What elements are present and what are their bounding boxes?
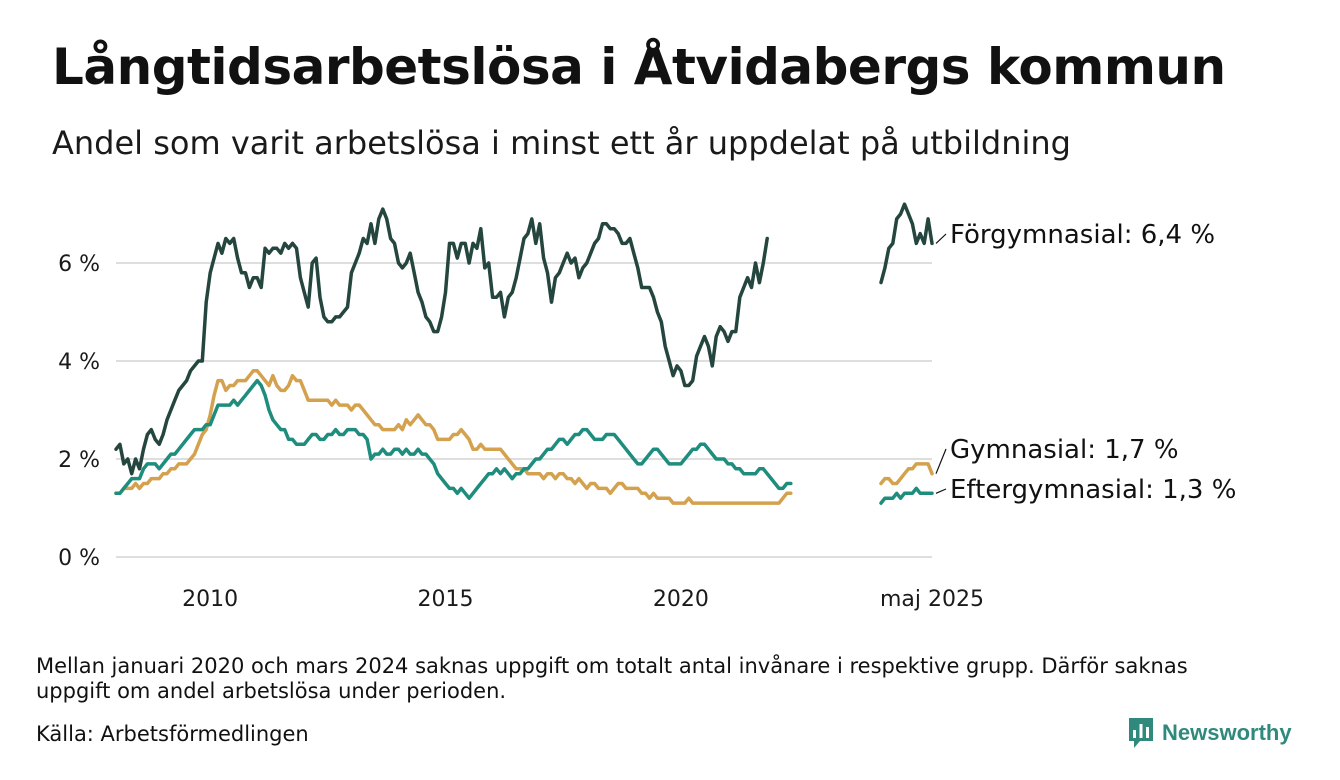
y-tick-label: 6 % bbox=[58, 252, 100, 277]
source-credit: Källa: Arbetsförmedlingen bbox=[36, 722, 309, 746]
series-lines bbox=[114, 202, 934, 505]
label-leader bbox=[935, 448, 947, 474]
line-chart: 0 % 2 % 4 % 6 % 2010 2015 2020 maj 2025 Förgym… bbox=[58, 202, 1236, 612]
series-end-label: Förgymnasial: 6,4 % bbox=[950, 220, 1215, 250]
bar-chart-speech-bubble-icon bbox=[1129, 718, 1153, 748]
x-tick-label: 2020 bbox=[653, 587, 709, 612]
line-end-labels: Förgymnasial: 6,4 % Gymnasial: 1,7 % Efter… bbox=[935, 220, 1236, 505]
series-line bbox=[114, 369, 793, 505]
brand-name: Newsworthy bbox=[1162, 720, 1292, 745]
label-leader bbox=[935, 488, 947, 494]
label-leader bbox=[935, 233, 947, 244]
x-tick-label: 2010 bbox=[182, 587, 238, 612]
series-line bbox=[879, 202, 934, 285]
series-line bbox=[879, 486, 934, 505]
series-line bbox=[879, 462, 934, 486]
newsworthy-logo: Newsworthy bbox=[1128, 716, 1292, 750]
y-tick-label: 4 % bbox=[58, 350, 100, 375]
series-line bbox=[114, 378, 793, 500]
series-line bbox=[114, 207, 769, 476]
y-tick-label: 0 % bbox=[58, 546, 100, 571]
x-tick-label: maj 2025 bbox=[880, 587, 984, 612]
y-tick-label: 2 % bbox=[58, 448, 100, 473]
gridlines bbox=[116, 262, 932, 558]
x-axis: 2010 2015 2020 maj 2025 bbox=[182, 587, 984, 612]
series-end-label: Eftergymnasial: 1,3 % bbox=[950, 475, 1236, 505]
page-title: Långtidsarbetslösa i Åtvidabergs kommun bbox=[52, 38, 1226, 96]
footnote: Mellan januari 2020 och mars 2024 saknas… bbox=[36, 654, 1188, 703]
y-axis: 0 % 2 % 4 % 6 % bbox=[58, 252, 100, 571]
series-end-label: Gymnasial: 1,7 % bbox=[950, 435, 1179, 465]
x-tick-label: 2015 bbox=[418, 587, 474, 612]
page-subtitle: Andel som varit arbetslösa i minst ett å… bbox=[52, 124, 1071, 162]
